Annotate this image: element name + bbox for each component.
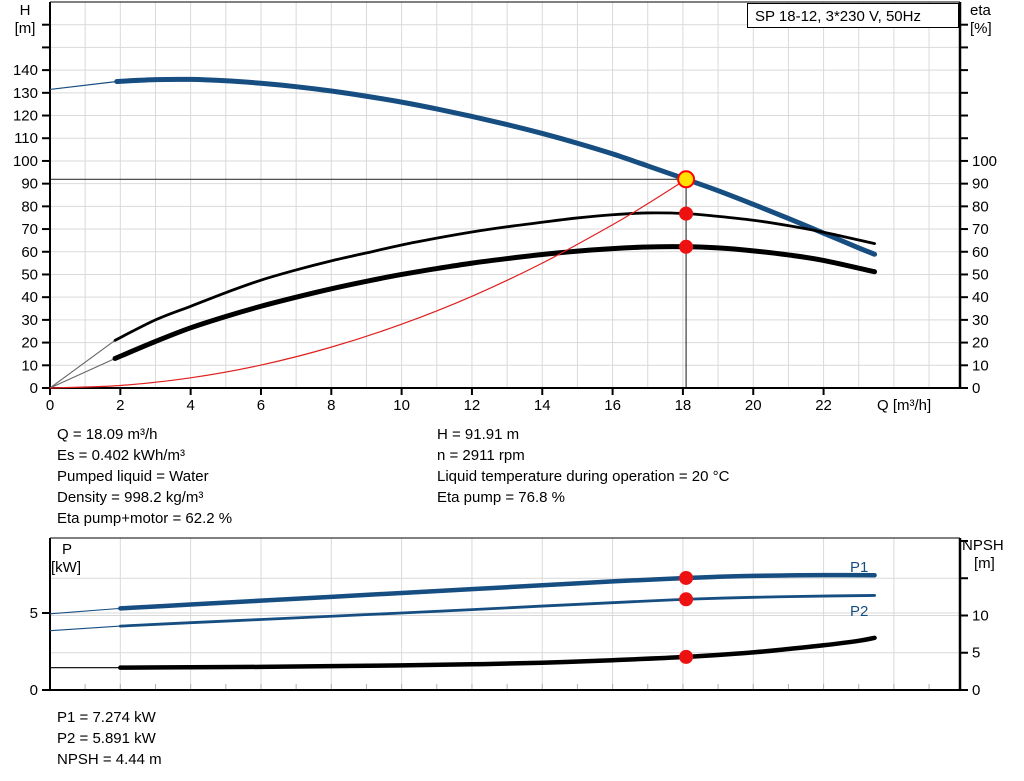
x-tick-label: 2 <box>116 397 124 414</box>
y-left-tick-label: 140 <box>13 62 38 79</box>
head-curve <box>114 76 878 257</box>
y-right-tick-label: 100 <box>972 153 997 170</box>
eta-axis-symbol: eta <box>970 2 991 19</box>
head-curve-lead <box>49 80 117 91</box>
npsh-point <box>679 649 694 664</box>
y-right-tick-label: 0 <box>972 380 980 397</box>
p1-curve <box>118 572 877 611</box>
y-right-tick-label: 40 <box>972 289 989 306</box>
y-right-tick-label: 10 <box>972 357 989 374</box>
info-liquid: Pumped liquid = Water <box>57 468 209 485</box>
y-left-tick-label: 40 <box>21 289 38 306</box>
q-axis-label: Q [m³/h] <box>877 397 932 414</box>
npsh-curve <box>118 635 877 670</box>
h-axis-symbol: H <box>19 2 31 19</box>
h-axis-unit: [m] <box>14 20 36 37</box>
x-tick-label: 22 <box>815 397 832 414</box>
x-tick-label: 14 <box>534 397 551 414</box>
x-tick-label: 6 <box>257 397 265 414</box>
x-tick-label: 8 <box>327 397 335 414</box>
info-temperature: Liquid temperature during operation = 20… <box>437 468 730 485</box>
eta-axis-unit: [%] <box>970 20 992 37</box>
eta-pump-curve <box>113 211 876 342</box>
info-h: H = 91.91 m <box>437 426 520 443</box>
p-axis-symbol: P <box>61 541 72 558</box>
y-left-tick-label: 110 <box>14 130 38 147</box>
x-tick-label: 10 <box>393 397 410 414</box>
x-tick-label: 20 <box>745 397 762 414</box>
p2-point <box>679 592 694 607</box>
y-left-tick-label: 0 <box>30 380 38 397</box>
y-left-tick-label: 100 <box>13 153 38 170</box>
result-p2: P2 = 5.891 kW <box>57 730 156 747</box>
eta-pump-motor-point <box>679 239 694 254</box>
info-eta-pump-motor: Eta pump+motor = 62.2 % <box>57 510 233 527</box>
y-right-tick-label: 70 <box>972 221 989 238</box>
y-left-tick-label: 130 <box>13 85 38 102</box>
y-left-tick-label: 30 <box>21 312 38 329</box>
y-right-tick-label: 60 <box>972 244 989 261</box>
y-right-tick-label: 50 <box>972 266 989 283</box>
y-left-tick-label: 10 <box>21 357 38 374</box>
y-right-tick-label: 30 <box>972 312 989 329</box>
y-right-tick-label: 20 <box>972 335 989 352</box>
npsh-axis-unit: [m] <box>974 555 995 572</box>
eta-pump-motor-curve-lead <box>49 357 116 389</box>
p2-curve-lead <box>49 625 121 632</box>
pump-title-box: SP 18-12, 3*230 V, 50Hz <box>747 3 959 28</box>
npsh-axis-symbol: NPSH <box>962 537 1004 554</box>
info-eta-pump: Eta pump = 76.8 % <box>437 489 565 506</box>
p2-curve <box>118 594 876 628</box>
y-left-tick-label: 70 <box>21 221 38 238</box>
y-left-tick-label: 50 <box>21 266 38 283</box>
y-left-tick-label: 0 <box>30 682 38 699</box>
x-tick-label: 12 <box>464 397 481 414</box>
x-tick-label: 18 <box>675 397 692 414</box>
p1-curve-lead <box>49 607 121 615</box>
eta-pump-point <box>679 206 694 221</box>
x-tick-label: 4 <box>186 397 194 414</box>
y-left-tick-label: 20 <box>21 335 38 352</box>
p1-curve-label: P1 <box>850 559 869 576</box>
p-axis-unit: [kW] <box>51 559 81 576</box>
y-left-tick-label: 90 <box>21 176 38 193</box>
y-right-tick-label: 0 <box>972 682 980 699</box>
x-tick-label: 16 <box>604 397 621 414</box>
info-q: Q = 18.09 m³/h <box>57 426 158 443</box>
y-right-tick-label: 80 <box>972 198 989 215</box>
y-right-tick-label: 5 <box>972 645 980 662</box>
p1-point <box>679 570 694 585</box>
duty-point <box>677 170 696 189</box>
info-n: n = 2911 rpm <box>437 447 525 464</box>
result-npsh: NPSH = 4.44 m <box>57 751 162 768</box>
info-es: Es = 0.402 kWh/m³ <box>57 447 185 464</box>
y-left-tick-label: 80 <box>21 198 38 215</box>
info-density: Density = 998.2 kg/m³ <box>57 489 204 506</box>
y-right-tick-label: 90 <box>972 176 989 193</box>
eta-pump-motor-curve <box>112 244 878 361</box>
y-left-tick-label: 120 <box>13 108 38 125</box>
system-curve <box>49 178 687 389</box>
result-p1: P1 = 7.274 kW <box>57 709 156 726</box>
x-tick-label: 0 <box>46 397 54 414</box>
y-left-tick-label: 5 <box>30 605 38 622</box>
y-right-tick-label: 10 <box>972 607 989 624</box>
y-left-tick-label: 60 <box>21 244 38 261</box>
p2-curve-label: P2 <box>850 603 869 620</box>
eta-pump-curve-lead <box>49 339 116 389</box>
